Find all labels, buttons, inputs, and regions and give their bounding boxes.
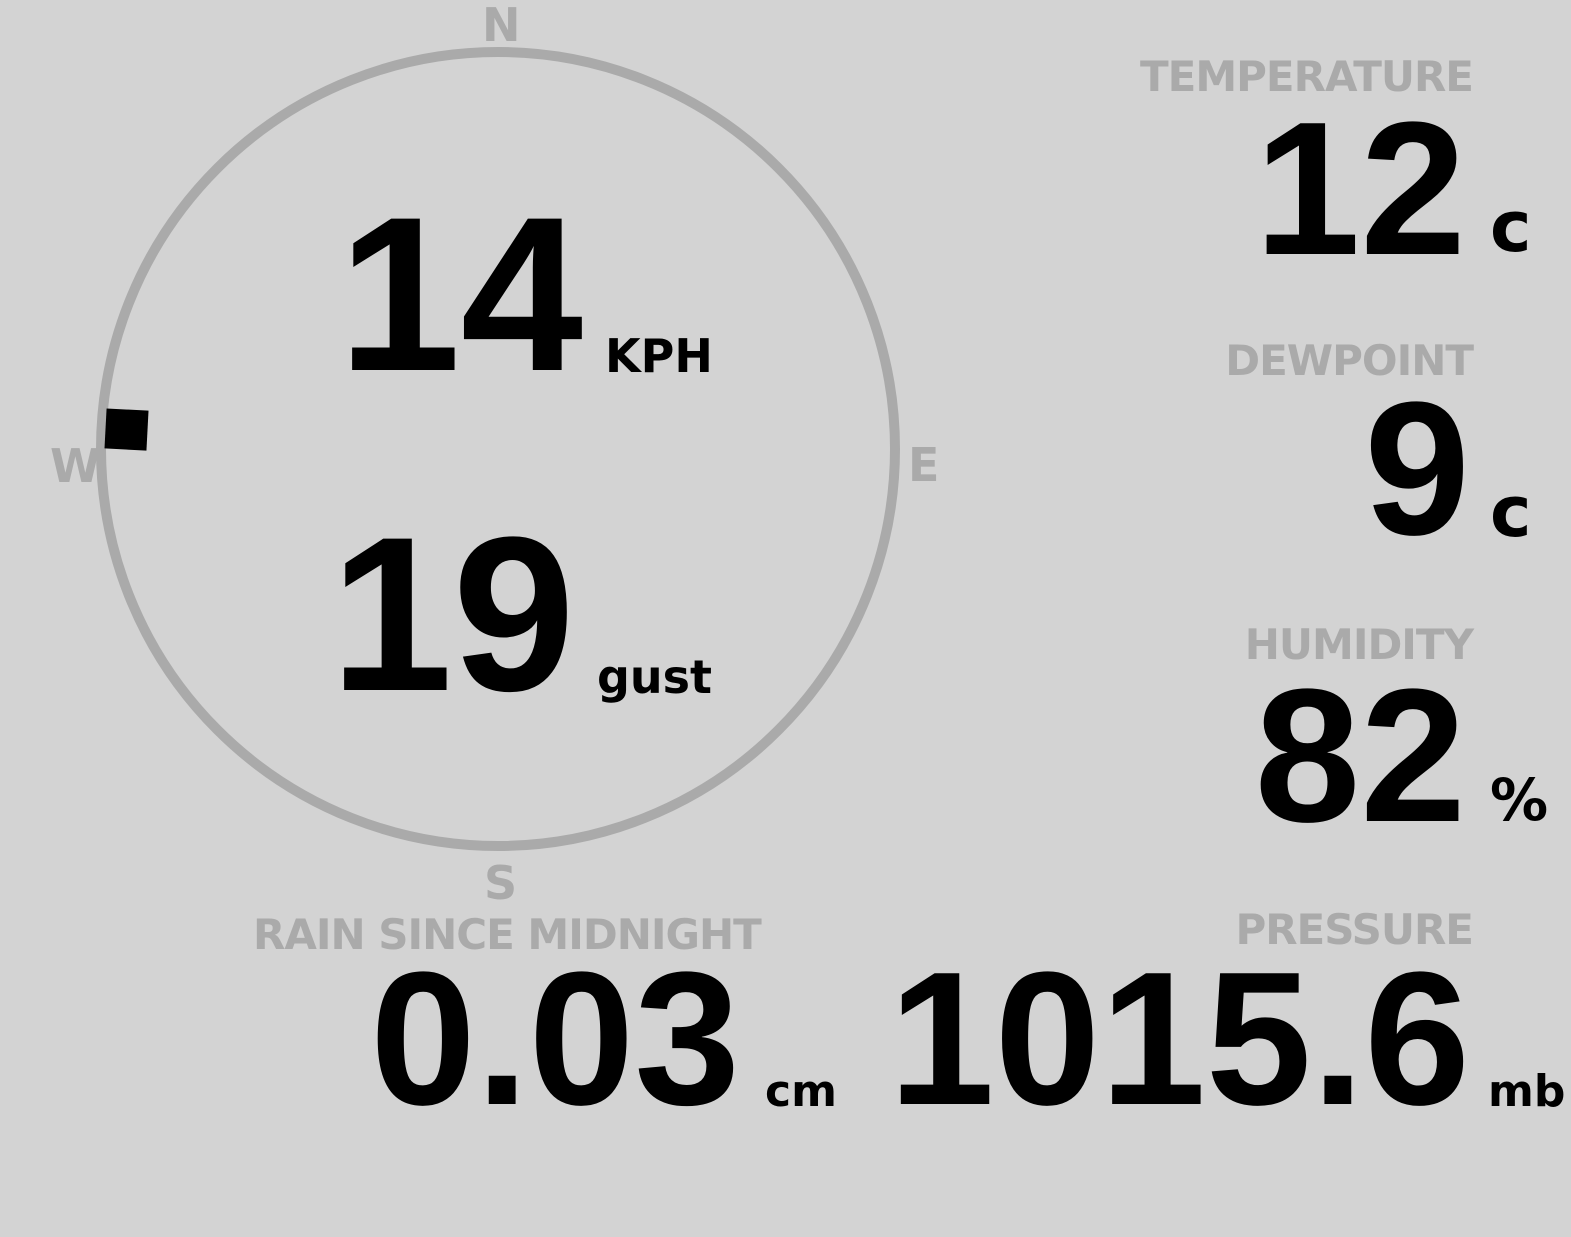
- dewpoint-unit: c: [1490, 471, 1532, 553]
- wind-direction-marker: [104, 408, 149, 451]
- rain-label: RAIN SINCE MIDNIGHT: [253, 910, 762, 959]
- pressure-label: PRESSURE: [1235, 905, 1474, 954]
- dewpoint-label: DEWPOINT: [1225, 336, 1474, 385]
- wind-speed-value: 14: [338, 171, 583, 417]
- temperature-value: 12: [1254, 83, 1466, 295]
- wind-gust-value: 19: [330, 491, 575, 737]
- dewpoint-value: 9: [1364, 363, 1470, 575]
- pressure-value: 1015.6: [888, 933, 1470, 1145]
- compass-east-label: E: [908, 438, 940, 492]
- rain-value: 0.03: [370, 933, 740, 1145]
- humidity-label: HUMIDITY: [1244, 620, 1474, 669]
- humidity-value: 82: [1254, 650, 1466, 862]
- temperature-label: TEMPERATURE: [1140, 52, 1474, 101]
- wind-speed-unit: KPH: [605, 329, 713, 383]
- compass-north-label: N: [482, 0, 521, 52]
- compass-west-label: W: [50, 439, 101, 493]
- wind-gust-unit: gust: [597, 650, 713, 704]
- humidity-unit: %: [1490, 766, 1549, 834]
- rain-unit: cm: [765, 1066, 837, 1117]
- compass-south-label: S: [484, 856, 518, 910]
- temperature-unit: c: [1490, 186, 1532, 268]
- pressure-unit: mb: [1488, 1066, 1566, 1117]
- compass-ring: [96, 47, 900, 851]
